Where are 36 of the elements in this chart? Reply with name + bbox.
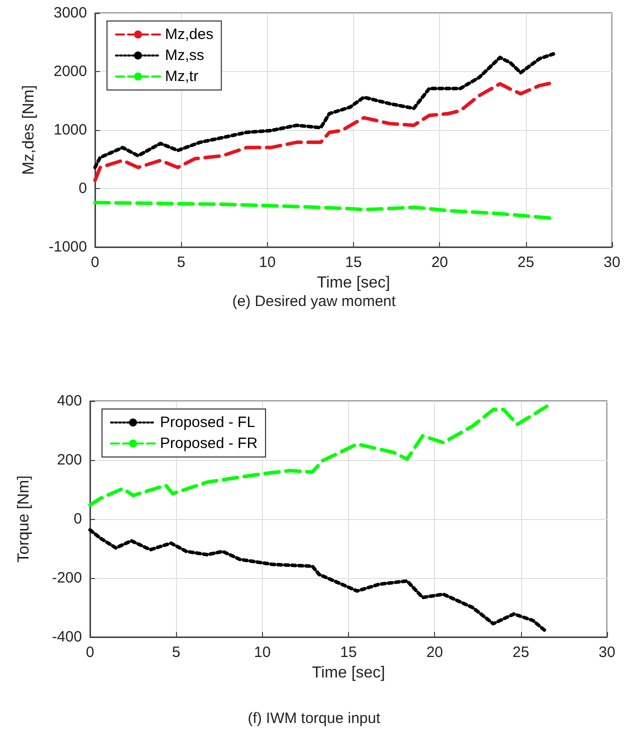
y-tick-label: 1000 — [54, 122, 87, 138]
legend-label: Mz,tr — [165, 68, 198, 85]
x-tick-label: 20 — [426, 644, 444, 661]
y-tick-label: 400 — [56, 392, 82, 410]
x-tick-label: 10 — [254, 644, 271, 661]
y-tick-label: 0 — [74, 510, 82, 528]
x-tick-label: 25 — [512, 644, 530, 661]
x-tick-label: 5 — [176, 254, 186, 271]
x-axis-title: Time [sec] — [312, 664, 386, 682]
y-tick-label: 3000 — [54, 4, 87, 22]
x-axis-title: Time [sec] — [316, 274, 390, 292]
y-tick-label: -1000 — [48, 238, 87, 256]
line-series — [88, 404, 548, 507]
y-tick-label: 200 — [56, 452, 82, 468]
x-tick-label: 10 — [258, 254, 276, 271]
y-tick-label: -200 — [52, 570, 82, 586]
x-tick-label: 15 — [345, 254, 362, 271]
y-axis-title: Torque [Nm] — [16, 475, 32, 563]
x-tick-label: 25 — [517, 254, 534, 271]
y-tick-label: 2000 — [54, 63, 87, 80]
x-tick-label: 20 — [431, 254, 448, 271]
line-series — [88, 528, 548, 634]
legend-label: Mz,des — [165, 26, 214, 43]
legend-label: Mz,ss — [165, 47, 204, 64]
y-tick-label: 0 — [78, 180, 87, 197]
x-tick-label: 30 — [604, 254, 620, 271]
legend-label: Proposed - FR — [160, 435, 258, 452]
text: (f) IWM torque input — [248, 710, 382, 727]
x-tick-label: 30 — [598, 644, 616, 661]
text: (e) Desired yaw moment — [232, 293, 397, 310]
y-axis-title: Mz,des [Nm] — [20, 85, 38, 175]
x-tick-label: 15 — [340, 644, 357, 661]
x-tick-label: 5 — [172, 644, 180, 661]
legend-label: Proposed - FL — [160, 414, 256, 431]
x-tick-label: 0 — [90, 254, 100, 271]
y-tick-label: -400 — [52, 628, 82, 646]
